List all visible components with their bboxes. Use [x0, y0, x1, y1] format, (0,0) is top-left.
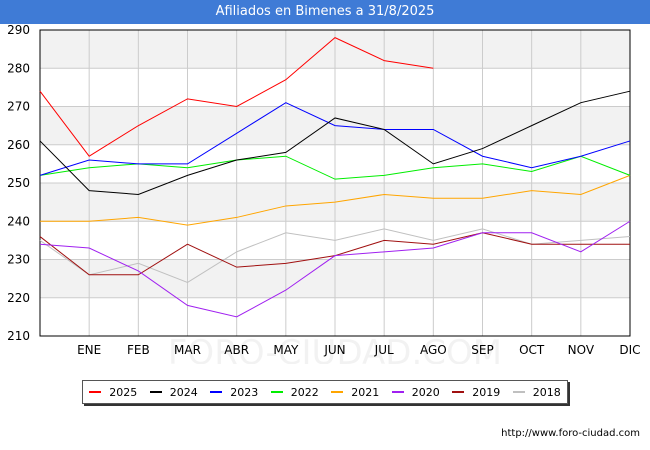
legend-item-2019: 2019 — [452, 386, 500, 399]
legend-item-2024: 2024 — [149, 385, 198, 399]
x-tick-label: JUN — [323, 343, 345, 357]
y-tick-label: 210 — [7, 329, 30, 343]
legend-swatch — [391, 391, 404, 393]
legend-label: 2021 — [351, 385, 380, 399]
y-tick-label: 250 — [7, 176, 30, 190]
legend-swatch — [149, 391, 162, 393]
legend-item-2025: 2025 — [89, 386, 137, 399]
watermark: FORO-CIUDAD.COM — [168, 333, 502, 364]
plot-border — [39, 29, 631, 337]
x-tick-label: DIC — [619, 343, 640, 357]
x-tick-label: OCT — [519, 343, 545, 357]
series-line-2025 — [39, 37, 434, 157]
y-tick-label: 230 — [7, 253, 30, 267]
legend-item-2020: 2020 — [391, 385, 440, 399]
source-credit: http://www.foro-ciudad.com — [501, 428, 640, 439]
y-tick-label: 260 — [7, 138, 30, 152]
legend-item-2018: 2018 — [512, 385, 561, 399]
x-tick-label: AGO — [420, 343, 447, 357]
legend-item-2022: 2022 — [270, 385, 319, 399]
x-tick-label: NOV — [568, 343, 595, 357]
line-chart: 210 220 230 240 250 260 270 280 290 ENE FEB MAR ABR M… — [7, 24, 640, 364]
legend-swatch — [270, 391, 283, 393]
legend-label: 2020 — [411, 385, 440, 399]
y-tick-label: 280 — [7, 61, 30, 75]
x-tick-label: ABR — [224, 343, 249, 357]
x-tick-label: ENE — [77, 343, 101, 357]
x-tick-label: FEB — [127, 343, 150, 357]
y-tick-label: 270 — [7, 100, 30, 114]
chart-legend: 2025 2024 2023 2022 2021 2020 2019 2018 — [82, 380, 568, 404]
x-tick-label: MAY — [273, 343, 299, 357]
legend-item-2023: 2023 — [210, 386, 258, 399]
legend-swatch — [89, 391, 102, 393]
y-tick-label: 240 — [7, 214, 30, 228]
legend-swatch — [210, 391, 223, 393]
legend-label: 2023 — [230, 385, 259, 399]
legend-label: 2018 — [532, 385, 561, 399]
legend-swatch — [331, 391, 344, 393]
y-tick-label: 290 — [7, 24, 30, 37]
chart-title: Afiliados en Bimenes a 31/8/2025 — [0, 0, 650, 24]
legend-label: 2025 — [109, 385, 138, 399]
legend-swatch — [452, 391, 465, 393]
legend-label: 2022 — [290, 385, 319, 399]
x-tick-label: MAR — [174, 343, 201, 357]
y-tick-label: 220 — [7, 291, 30, 305]
series-line-2024 — [39, 90, 631, 195]
x-tick-label: JUL — [374, 343, 394, 357]
x-tick-label: SEP — [471, 343, 493, 357]
legend-item-2021: 2021 — [331, 386, 379, 399]
series-line-2021 — [40, 174, 631, 226]
legend-swatch — [512, 391, 525, 393]
series-line-2023 — [39, 102, 631, 176]
series-line-2020 — [39, 220, 631, 318]
legend-label: 2019 — [472, 385, 501, 399]
legend-label: 2024 — [169, 385, 198, 399]
